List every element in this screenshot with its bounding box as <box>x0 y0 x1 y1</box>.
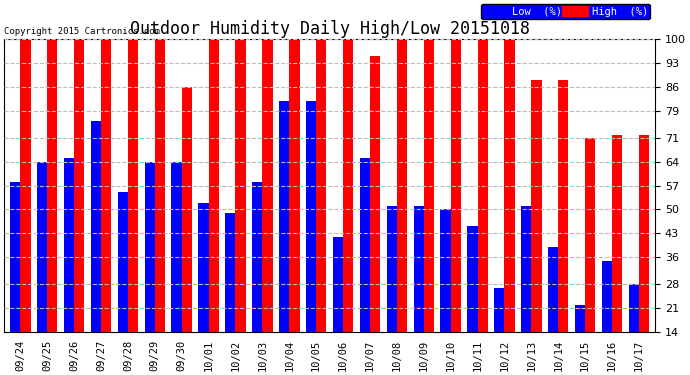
Bar <box>64 159 74 375</box>
Legend: Low  (%), High  (%): Low (%), High (%) <box>481 4 650 19</box>
Bar <box>181 87 192 375</box>
Bar <box>208 39 219 375</box>
Bar <box>440 210 451 375</box>
Bar <box>306 100 316 375</box>
Bar <box>118 192 128 375</box>
Bar <box>531 80 542 375</box>
Bar <box>128 39 138 375</box>
Bar <box>558 80 569 375</box>
Bar <box>343 39 353 375</box>
Bar <box>252 182 262 375</box>
Bar <box>548 247 558 375</box>
Bar <box>10 182 20 375</box>
Bar <box>262 39 273 375</box>
Bar <box>602 261 612 375</box>
Bar <box>198 202 208 375</box>
Bar <box>639 135 649 375</box>
Bar <box>289 39 299 375</box>
Bar <box>20 39 30 375</box>
Bar <box>145 162 155 375</box>
Bar <box>370 56 380 375</box>
Bar <box>585 138 595 375</box>
Bar <box>37 162 47 375</box>
Bar <box>451 39 461 375</box>
Bar <box>359 159 370 375</box>
Bar <box>413 206 424 375</box>
Bar <box>494 288 504 375</box>
Bar <box>101 39 111 375</box>
Bar <box>504 39 515 375</box>
Bar <box>521 206 531 375</box>
Bar <box>235 39 246 375</box>
Text: Copyright 2015 Cartronics.com: Copyright 2015 Cartronics.com <box>4 27 160 36</box>
Bar <box>386 206 397 375</box>
Bar <box>172 162 181 375</box>
Bar <box>91 121 101 375</box>
Bar <box>333 237 343 375</box>
Bar <box>155 39 165 375</box>
Title: Outdoor Humidity Daily High/Low 20151018: Outdoor Humidity Daily High/Low 20151018 <box>130 20 530 38</box>
Bar <box>575 305 585 375</box>
Bar <box>47 39 57 375</box>
Bar <box>74 39 84 375</box>
Bar <box>225 213 235 375</box>
Bar <box>424 39 434 375</box>
Bar <box>467 226 477 375</box>
Bar <box>477 39 488 375</box>
Bar <box>612 135 622 375</box>
Bar <box>397 39 407 375</box>
Bar <box>316 39 326 375</box>
Bar <box>629 284 639 375</box>
Bar <box>279 100 289 375</box>
